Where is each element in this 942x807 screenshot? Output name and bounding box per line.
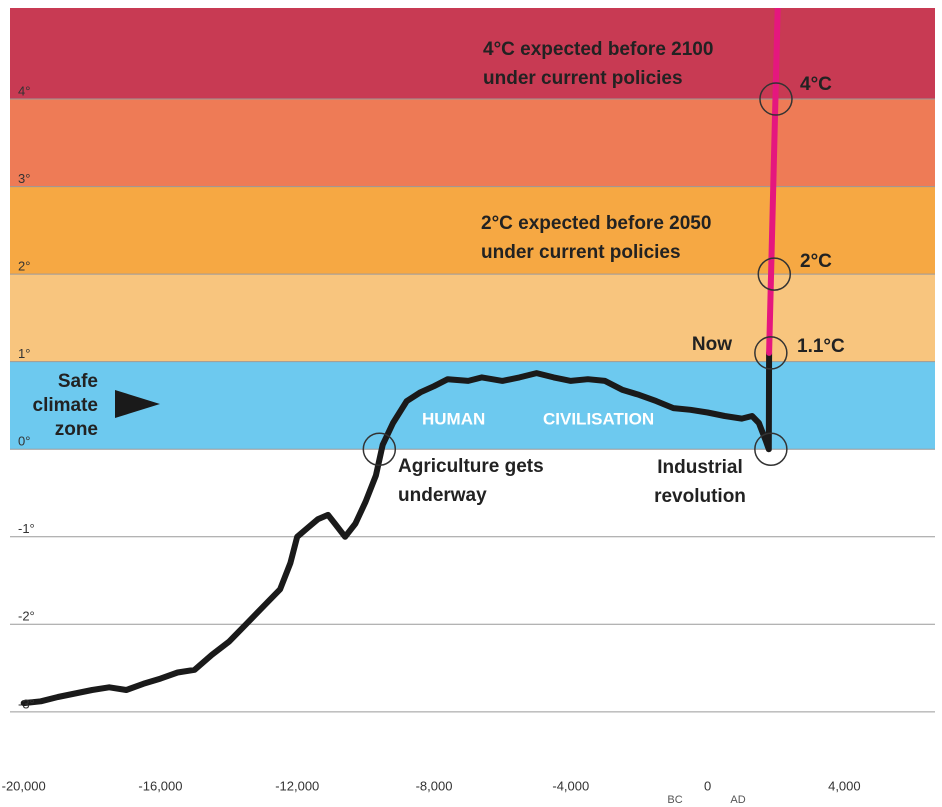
marker-circle bbox=[362, 432, 397, 466]
annotation: 4°C expected before 2100 bbox=[483, 39, 713, 60]
annotation: Industrial bbox=[657, 457, 743, 478]
annotation: underway bbox=[398, 485, 487, 506]
y-tick-label: 4° bbox=[18, 83, 30, 98]
labels: -3° -2° -1° 0° 1° 2° 3° 4° -20,000 -16,000 -12,000… bbox=[2, 39, 861, 806]
y-tick-label: 2° bbox=[18, 259, 30, 274]
x-tick-label: 4,000 bbox=[828, 778, 861, 793]
annotation: under current policies bbox=[483, 68, 683, 89]
annotation: climate bbox=[33, 395, 98, 416]
y-tick-label: -2° bbox=[18, 609, 35, 624]
annotation: 4°C bbox=[800, 74, 832, 95]
band bbox=[10, 186, 935, 275]
x-tick-label: -4,000 bbox=[552, 778, 589, 793]
annotation: Now bbox=[692, 334, 732, 355]
annotation: 1.1°C bbox=[797, 336, 845, 357]
annotation: under current policies bbox=[481, 242, 681, 263]
lines bbox=[20, 8, 781, 707]
y-tick-label: -3° bbox=[18, 696, 35, 711]
band bbox=[10, 8, 935, 100]
y-tick-label: 1° bbox=[18, 346, 30, 361]
annotation: CIVILISATION bbox=[543, 409, 654, 428]
marker-circle bbox=[757, 257, 792, 291]
annotation: HUMAN bbox=[422, 409, 485, 428]
annotation: BC bbox=[667, 794, 682, 806]
marker-circle bbox=[754, 432, 788, 466]
annotation: revolution bbox=[654, 486, 746, 507]
data-line bbox=[766, 8, 781, 356]
x-tick-label: -8,000 bbox=[416, 778, 453, 793]
band bbox=[10, 99, 935, 187]
annotation: Agriculture gets bbox=[398, 456, 544, 477]
annotation: AD bbox=[730, 794, 745, 806]
y-tick-label: 3° bbox=[18, 171, 30, 186]
marker-circle bbox=[754, 336, 788, 370]
y-tick-label: 0° bbox=[18, 434, 30, 449]
grid bbox=[10, 98, 935, 713]
bands bbox=[10, 8, 935, 450]
data-line bbox=[20, 349, 773, 707]
x-tick-label: -16,000 bbox=[138, 778, 182, 793]
annotation: 2°C bbox=[800, 251, 832, 272]
annotation: 2°C expected before 2050 bbox=[481, 213, 711, 234]
arrow bbox=[115, 390, 160, 418]
annotation: zone bbox=[55, 419, 98, 440]
x-tick-label: -20,000 bbox=[2, 778, 46, 793]
band bbox=[10, 361, 935, 450]
annotation: Safe bbox=[58, 371, 98, 392]
x-tick-label: -12,000 bbox=[275, 778, 319, 793]
marker-circle bbox=[759, 82, 793, 116]
x-tick-label: 0 bbox=[704, 778, 711, 793]
y-tick-label: -1° bbox=[18, 521, 35, 536]
